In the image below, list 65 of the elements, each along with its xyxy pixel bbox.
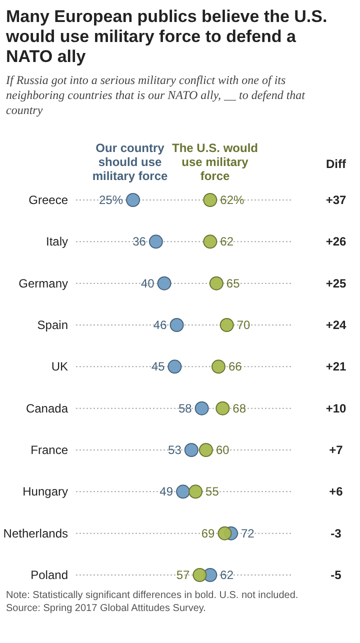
chart-subtitle: If Russia got into a serious military conflict with one of its neighboring countries that is our NATO ally, __ to defend that country <box>5 73 306 117</box>
text: +10 <box>326 401 346 416</box>
point <box>188 484 203 499</box>
text: Our country should use military force <box>92 141 168 183</box>
data-label: 66 <box>228 360 242 374</box>
source-note: Source: Spring 2017 Global Attitudes Survey. <box>6 603 206 614</box>
y-tick-label: Netherlands <box>3 526 68 540</box>
text: The U.S. would use military force <box>172 141 258 183</box>
point <box>194 401 209 416</box>
point <box>211 360 226 374</box>
point <box>126 193 140 207</box>
point <box>203 234 218 249</box>
y-tick-label: Poland <box>30 568 68 582</box>
y-tick-label: Italy <box>46 234 68 249</box>
data-label: 62% <box>220 193 244 207</box>
point <box>203 193 218 207</box>
y-tick-label: Germany <box>18 276 68 290</box>
point <box>170 318 184 332</box>
y-tick-label: Hungary <box>22 484 68 499</box>
data-label: 60 <box>216 443 230 457</box>
text: +6 <box>329 484 344 499</box>
data-label: 36 <box>132 234 146 249</box>
text: +37 <box>326 193 346 207</box>
chart-title: Many European publics believe the U.S. would use military force to defend a NATO ally <box>5 7 328 66</box>
data-label: 45 <box>151 360 166 374</box>
y-tick-label: France <box>30 443 68 457</box>
data-label: 65 <box>226 276 240 290</box>
text: +21 <box>326 360 346 374</box>
text: +25 <box>326 276 346 290</box>
point <box>148 234 163 249</box>
point <box>157 276 172 290</box>
point <box>192 568 207 582</box>
data-label: 46 <box>153 318 168 332</box>
data-label: 53 <box>168 443 182 457</box>
y-tick-label: Canada <box>26 401 68 416</box>
data-label: 40 <box>140 276 155 290</box>
data-label: 72 <box>241 526 255 540</box>
data-label: 69 <box>201 526 216 540</box>
data-label: 25% <box>98 193 124 207</box>
data-label: 49 <box>160 484 174 499</box>
data-label: 70 <box>236 318 251 332</box>
point <box>209 276 224 290</box>
text: +26 <box>326 234 346 249</box>
text: +7 <box>329 443 344 457</box>
text: Diff <box>326 157 347 171</box>
y-tick-label: Greece <box>28 193 68 207</box>
point <box>216 401 230 416</box>
point <box>218 526 232 540</box>
text: +24 <box>326 318 346 332</box>
data-label: 55 <box>206 484 220 499</box>
point <box>168 360 182 374</box>
data-label: 57 <box>176 568 190 582</box>
text: -5 <box>330 568 342 582</box>
text: -3 <box>330 526 342 540</box>
y-tick-label: Spain <box>37 318 68 332</box>
data-label: 68 <box>232 401 246 416</box>
point <box>198 443 213 457</box>
annotation: Note: Statistically significant differences in bold. U.S. not included. <box>6 590 298 601</box>
data-label: 62 <box>220 568 234 582</box>
point <box>220 318 234 332</box>
data-label: 58 <box>178 401 192 416</box>
y-tick-label: UK <box>51 360 68 374</box>
point <box>176 484 190 499</box>
point <box>184 443 198 457</box>
data-label: 62 <box>220 234 234 249</box>
